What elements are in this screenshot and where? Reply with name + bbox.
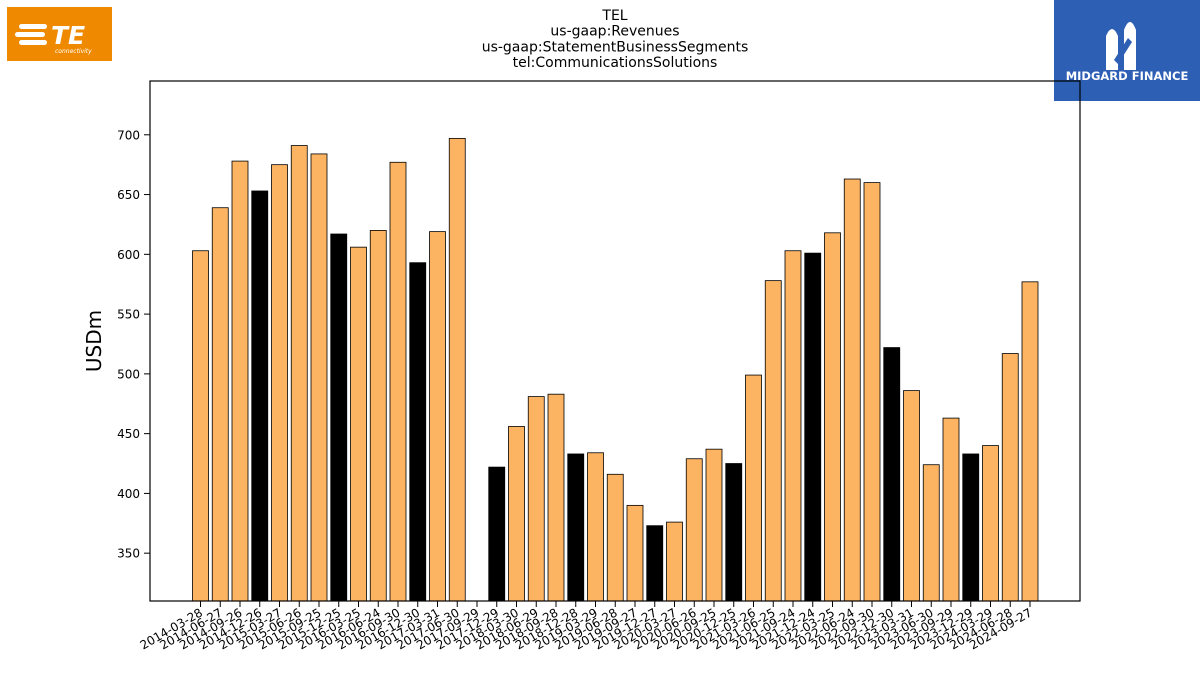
bar xyxy=(606,473,624,602)
bars xyxy=(192,137,1039,602)
bar xyxy=(843,178,861,602)
y-tick-label: 650 xyxy=(117,188,140,202)
bar xyxy=(192,250,209,602)
bar xyxy=(1021,281,1039,602)
bar xyxy=(508,426,525,602)
y-tick-label: 450 xyxy=(117,427,140,441)
y-tick-label: 550 xyxy=(117,308,140,322)
midgard-finance-logo: MIDGARD FINANCE xyxy=(1054,0,1200,101)
bar xyxy=(962,453,980,602)
title-line: us-gaap:Revenues xyxy=(550,24,679,40)
y-tick-label: 500 xyxy=(117,367,140,381)
y-tick-label: 700 xyxy=(117,128,140,142)
bar xyxy=(429,231,446,602)
bar xyxy=(804,252,822,602)
bar xyxy=(231,160,249,602)
bar xyxy=(1001,353,1019,602)
bar xyxy=(567,453,585,602)
bar xyxy=(903,390,920,602)
logo-left-subtext: connectivity xyxy=(55,48,92,55)
title-line: us-gaap:StatementBusinessSegments xyxy=(482,39,749,55)
logo-left-text: TE xyxy=(51,21,85,50)
title-line: tel:CommunicationsSolutions xyxy=(513,55,718,71)
bar xyxy=(488,466,506,602)
bar xyxy=(409,262,427,602)
bar xyxy=(883,347,901,602)
y-tick-label: 600 xyxy=(117,248,140,262)
bar xyxy=(745,374,762,602)
bar xyxy=(824,232,841,602)
bar xyxy=(290,145,308,602)
bar xyxy=(389,161,407,602)
bar xyxy=(547,393,565,602)
bar xyxy=(725,463,743,602)
bar xyxy=(527,396,545,602)
bar xyxy=(666,521,683,602)
y-tick-label: 350 xyxy=(117,547,140,561)
logo-right-text: MIDGARD FINANCE xyxy=(1066,69,1189,83)
bar xyxy=(211,207,229,602)
bar xyxy=(942,417,960,602)
bar xyxy=(982,445,999,602)
bar xyxy=(784,250,802,602)
bar xyxy=(922,464,940,602)
bar xyxy=(646,525,664,602)
title-line: TEL xyxy=(601,8,627,24)
bar xyxy=(626,504,644,602)
bar xyxy=(764,280,782,602)
bar xyxy=(350,246,367,602)
te-logo-icon: TE connectivity xyxy=(15,21,92,55)
bar xyxy=(705,448,723,602)
bar xyxy=(251,190,269,602)
bar xyxy=(271,164,288,602)
y-axis: 350 400 450 500 550 600 650 700 xyxy=(117,128,150,561)
bar xyxy=(863,182,881,602)
bar xyxy=(587,452,604,602)
bar xyxy=(369,230,387,602)
y-axis-label: USDm xyxy=(82,310,106,372)
midgard-emblem-icon: MIDGARD FINANCE xyxy=(1066,22,1189,83)
bar xyxy=(685,458,703,602)
chart-title: TELus-gaap:Revenuesus-gaap:StatementBusi… xyxy=(482,8,749,71)
bar xyxy=(310,153,328,602)
x-axis: 2014-03-282014-06-272014-09-262014-12-26… xyxy=(138,601,1035,652)
te-connectivity-logo: TE connectivity xyxy=(7,7,112,61)
bar xyxy=(448,137,466,602)
y-tick-label: 400 xyxy=(117,487,140,501)
bar xyxy=(330,233,348,602)
